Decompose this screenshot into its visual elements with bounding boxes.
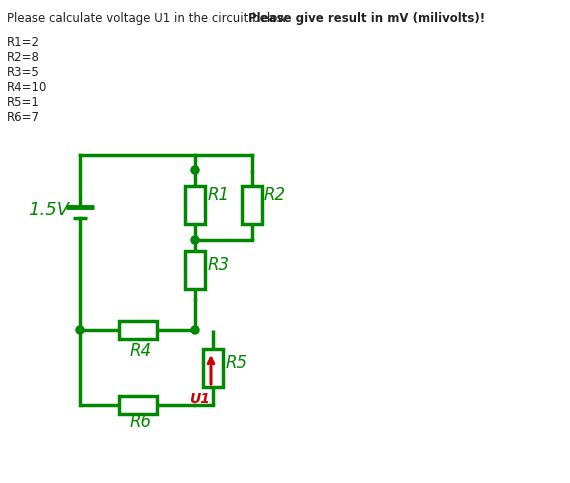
Text: Please give result in mV (milivolts)!: Please give result in mV (milivolts)!: [248, 12, 485, 25]
Text: R6: R6: [129, 413, 152, 431]
Circle shape: [191, 166, 199, 174]
Circle shape: [191, 326, 199, 334]
Bar: [242, 186, 262, 224]
Text: R6=7: R6=7: [7, 111, 40, 124]
Text: R2=8: R2=8: [7, 51, 40, 64]
Text: Please calculate voltage U1 in the circuit below.: Please calculate voltage U1 in the circu…: [7, 12, 294, 25]
Circle shape: [76, 326, 84, 334]
Text: R2: R2: [264, 186, 286, 204]
Bar: [119, 321, 157, 339]
Bar: [185, 251, 205, 289]
Text: R3=5: R3=5: [7, 66, 40, 79]
Text: R4=10: R4=10: [7, 81, 47, 94]
Text: 1.5V: 1.5V: [28, 201, 69, 219]
Text: R4: R4: [129, 342, 152, 360]
Bar: [119, 396, 157, 414]
Text: R5=1: R5=1: [7, 96, 40, 109]
Text: R1=2: R1=2: [7, 36, 40, 49]
Bar: [203, 349, 223, 386]
Text: R5: R5: [226, 354, 248, 371]
Bar: [185, 186, 205, 224]
Text: R3: R3: [208, 256, 230, 274]
Text: U1: U1: [189, 392, 210, 406]
Text: R1: R1: [208, 186, 230, 204]
Circle shape: [191, 236, 199, 244]
